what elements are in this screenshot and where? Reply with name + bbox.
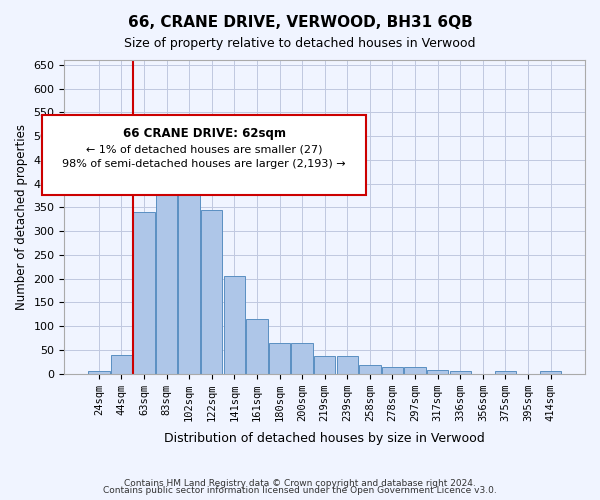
Bar: [337, 356, 358, 374]
Bar: [110, 354, 132, 374]
Bar: [427, 370, 448, 374]
Bar: [269, 343, 290, 374]
Bar: [156, 126, 177, 374]
Text: 66 CRANE DRIVE: 62sqm: 66 CRANE DRIVE: 62sqm: [122, 128, 286, 140]
Bar: [201, 210, 223, 374]
Text: 66, CRANE DRIVE, VERWOOD, BH31 6QB: 66, CRANE DRIVE, VERWOOD, BH31 6QB: [128, 15, 472, 30]
Text: Contains public sector information licensed under the Open Government Licence v3: Contains public sector information licen…: [103, 486, 497, 495]
Bar: [449, 372, 471, 374]
Bar: [133, 212, 155, 374]
Text: Contains HM Land Registry data © Crown copyright and database right 2024.: Contains HM Land Registry data © Crown c…: [124, 478, 476, 488]
Bar: [246, 319, 268, 374]
Text: ← 1% of detached houses are smaller (27): ← 1% of detached houses are smaller (27): [86, 144, 322, 154]
Bar: [178, 120, 200, 374]
Y-axis label: Number of detached properties: Number of detached properties: [15, 124, 28, 310]
Bar: [382, 368, 403, 374]
Bar: [540, 372, 562, 374]
Bar: [224, 276, 245, 374]
X-axis label: Distribution of detached houses by size in Verwood: Distribution of detached houses by size …: [164, 432, 485, 445]
Bar: [314, 356, 335, 374]
Bar: [494, 372, 516, 374]
Bar: [292, 343, 313, 374]
Bar: [88, 372, 110, 374]
Bar: [359, 365, 380, 374]
Text: 98% of semi-detached houses are larger (2,193) →: 98% of semi-detached houses are larger (…: [62, 159, 346, 169]
Text: Size of property relative to detached houses in Verwood: Size of property relative to detached ho…: [124, 38, 476, 51]
Bar: [404, 368, 426, 374]
